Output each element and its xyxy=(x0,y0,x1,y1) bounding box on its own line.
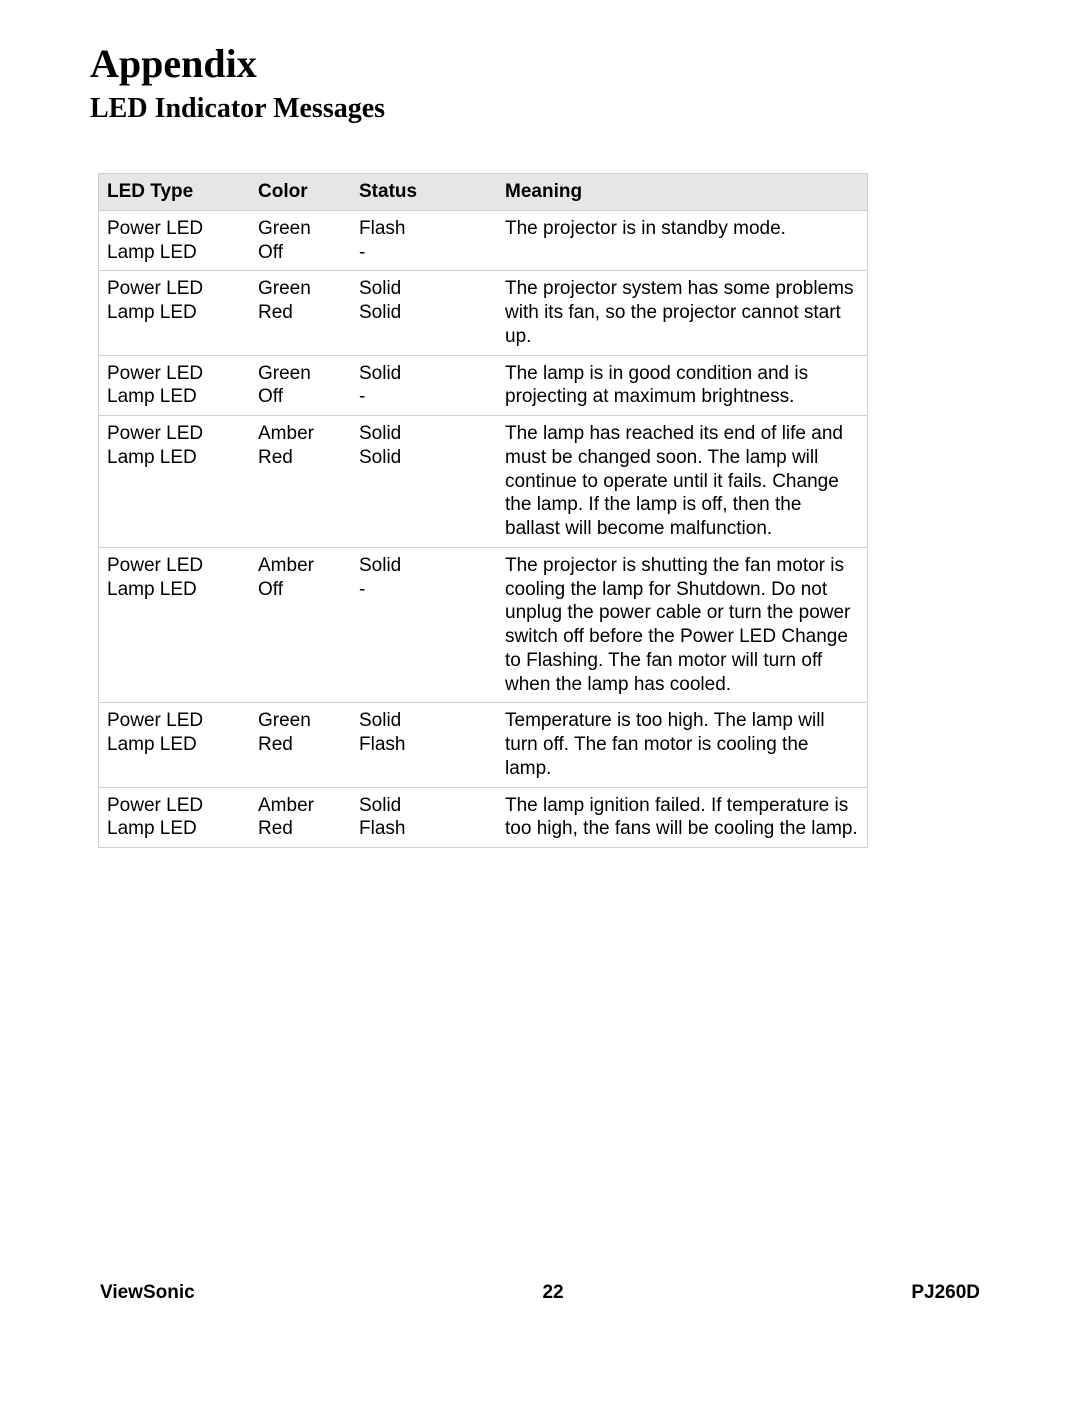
cell-meaning: The projector is shutting the fan motor … xyxy=(497,547,868,703)
cell-status: Solid - xyxy=(351,355,497,416)
cell-color: Amber Off xyxy=(250,547,351,703)
footer-brand: ViewSonic xyxy=(100,1282,195,1304)
cell-status: Solid Solid xyxy=(351,271,497,355)
cell-meaning: The projector system has some problems w… xyxy=(497,271,868,355)
table-row: Power LED Lamp LED Green Red Solid Solid… xyxy=(99,271,868,355)
table-header-row: LED Type Color Status Meaning xyxy=(99,174,868,211)
page-content: Appendix LED Indicator Messages LED Type… xyxy=(0,0,1080,848)
cell-color: Green Off xyxy=(250,210,351,271)
cell-status: Solid Flash xyxy=(351,787,497,848)
cell-color: Green Off xyxy=(250,355,351,416)
page-subheading: LED Indicator Messages xyxy=(90,93,990,125)
cell-status: Solid - xyxy=(351,547,497,703)
cell-led-type: Power LED Lamp LED xyxy=(99,547,251,703)
cell-color: Amber Red xyxy=(250,416,351,548)
table-row: Power LED Lamp LED Amber Off Solid - The… xyxy=(99,547,868,703)
col-header-led-type: LED Type xyxy=(99,174,251,211)
table-row: Power LED Lamp LED Green Red Solid Flash… xyxy=(99,703,868,787)
cell-led-type: Power LED Lamp LED xyxy=(99,271,251,355)
page-footer: ViewSonic 22 PJ260D xyxy=(0,1282,1080,1304)
led-indicator-table: LED Type Color Status Meaning Power LED … xyxy=(98,173,868,848)
table-row: Power LED Lamp LED Green Off Flash - The… xyxy=(99,210,868,271)
footer-page-num: 22 xyxy=(542,1282,563,1304)
table-row: Power LED Lamp LED Amber Red Solid Solid… xyxy=(99,416,868,548)
cell-meaning: Temperature is too high. The lamp will t… xyxy=(497,703,868,787)
cell-led-type: Power LED Lamp LED xyxy=(99,787,251,848)
col-header-color: Color xyxy=(250,174,351,211)
cell-meaning: The projector is in standby mode. xyxy=(497,210,868,271)
cell-led-type: Power LED Lamp LED xyxy=(99,703,251,787)
page-heading: Appendix xyxy=(90,40,990,87)
cell-led-type: Power LED Lamp LED xyxy=(99,416,251,548)
cell-status: Solid Flash xyxy=(351,703,497,787)
cell-color: Green Red xyxy=(250,703,351,787)
cell-meaning: The lamp ignition failed. If temperature… xyxy=(497,787,868,848)
col-header-status: Status xyxy=(351,174,497,211)
cell-led-type: Power LED Lamp LED xyxy=(99,355,251,416)
cell-color: Amber Red xyxy=(250,787,351,848)
cell-color: Green Red xyxy=(250,271,351,355)
footer-model: PJ260D xyxy=(911,1282,980,1304)
col-header-meaning: Meaning xyxy=(497,174,868,211)
table-row: Power LED Lamp LED Green Off Solid - The… xyxy=(99,355,868,416)
table-row: Power LED Lamp LED Amber Red Solid Flash… xyxy=(99,787,868,848)
cell-status: Flash - xyxy=(351,210,497,271)
cell-led-type: Power LED Lamp LED xyxy=(99,210,251,271)
cell-status: Solid Solid xyxy=(351,416,497,548)
cell-meaning: The lamp has reached its end of life and… xyxy=(497,416,868,548)
cell-meaning: The lamp is in good condition and is pro… xyxy=(497,355,868,416)
